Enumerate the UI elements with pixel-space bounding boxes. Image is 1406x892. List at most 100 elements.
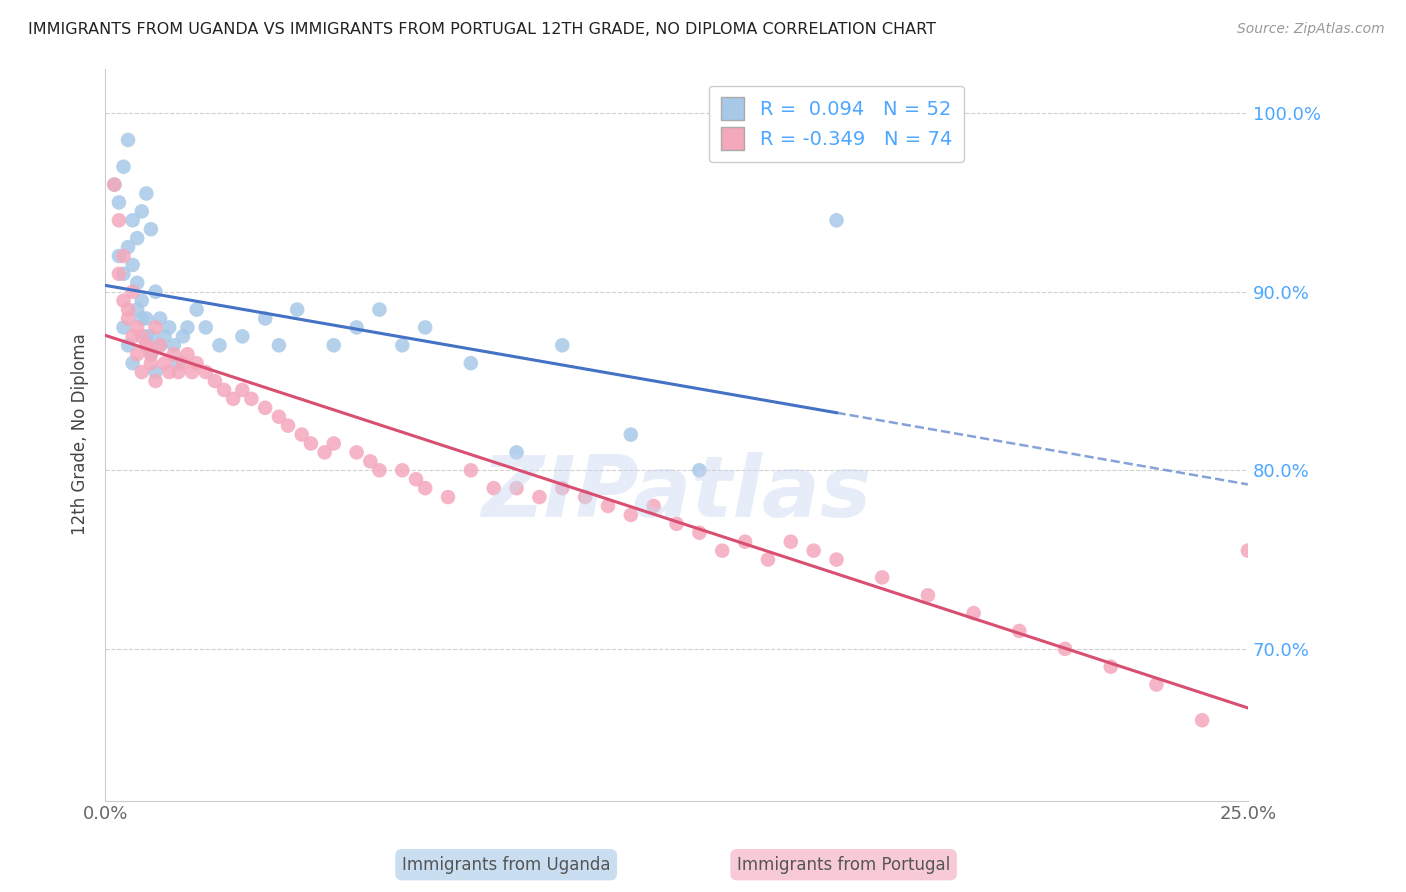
Point — [643, 499, 665, 513]
Point — [322, 436, 344, 450]
Point — [734, 534, 756, 549]
Point — [240, 392, 263, 406]
Text: ZIPatlas: ZIPatlas — [481, 451, 872, 534]
Point — [267, 338, 290, 352]
Point — [870, 570, 893, 584]
Point — [231, 329, 253, 343]
Point — [112, 249, 135, 263]
Point — [121, 213, 143, 227]
Point — [127, 276, 149, 290]
Point — [505, 481, 527, 495]
Point — [186, 356, 208, 370]
Point — [135, 311, 157, 326]
Point — [112, 267, 135, 281]
Point — [103, 178, 125, 192]
Point — [112, 293, 135, 308]
Point — [391, 338, 413, 352]
Point — [346, 445, 368, 459]
Point — [149, 311, 172, 326]
Point — [208, 338, 231, 352]
Point — [163, 347, 186, 361]
Point — [139, 222, 162, 236]
Point — [117, 240, 139, 254]
Point — [368, 463, 391, 477]
Point — [153, 356, 176, 370]
Point — [482, 481, 505, 495]
Point — [121, 285, 143, 299]
Point — [135, 186, 157, 201]
Point — [131, 204, 153, 219]
Point — [314, 445, 336, 459]
Point — [121, 329, 143, 343]
Point — [917, 588, 939, 602]
Point — [149, 338, 172, 352]
Point — [803, 543, 825, 558]
Point — [322, 338, 344, 352]
Point — [1191, 713, 1213, 727]
Point — [359, 454, 381, 468]
Point — [135, 329, 157, 343]
Point — [574, 490, 596, 504]
Point — [460, 356, 482, 370]
Legend: R =  0.094   N = 52, R = -0.349   N = 74: R = 0.094 N = 52, R = -0.349 N = 74 — [710, 86, 965, 161]
Point — [1099, 659, 1122, 673]
Point — [277, 418, 299, 433]
Point — [127, 302, 149, 317]
Point — [108, 195, 131, 210]
Point — [551, 338, 574, 352]
Point — [139, 329, 162, 343]
Point — [291, 427, 314, 442]
Point — [117, 311, 139, 326]
Point — [145, 374, 167, 388]
Point — [529, 490, 551, 504]
Point — [1053, 641, 1076, 656]
Point — [505, 445, 527, 459]
Point — [149, 338, 172, 352]
Point — [460, 463, 482, 477]
Point — [254, 401, 277, 415]
Point — [167, 356, 190, 370]
Point — [108, 249, 131, 263]
Point — [131, 329, 153, 343]
Point — [204, 374, 226, 388]
Point — [596, 499, 619, 513]
Point — [145, 285, 167, 299]
Point — [437, 490, 460, 504]
Point — [368, 302, 391, 317]
Point — [1144, 677, 1167, 691]
Point — [163, 338, 186, 352]
Point — [231, 383, 253, 397]
Point — [181, 365, 204, 379]
Point — [222, 392, 245, 406]
Point — [131, 311, 153, 326]
Point — [285, 302, 308, 317]
Point — [176, 320, 198, 334]
Point — [756, 552, 779, 566]
Text: Immigrants from Uganda: Immigrants from Uganda — [402, 855, 610, 873]
Point — [121, 258, 143, 272]
Point — [391, 463, 413, 477]
Point — [186, 302, 208, 317]
Point — [117, 302, 139, 317]
Point — [172, 356, 194, 370]
Point — [825, 213, 848, 227]
Text: Source: ZipAtlas.com: Source: ZipAtlas.com — [1237, 22, 1385, 37]
Point — [145, 365, 167, 379]
Point — [665, 516, 688, 531]
Point — [127, 320, 149, 334]
Point — [139, 356, 162, 370]
Point — [117, 133, 139, 147]
Point — [1237, 543, 1260, 558]
Point — [139, 347, 162, 361]
Point — [825, 552, 848, 566]
Point — [779, 534, 801, 549]
Text: Immigrants from Portugal: Immigrants from Portugal — [737, 855, 950, 873]
Point — [153, 329, 176, 343]
Point — [267, 409, 290, 424]
Point — [139, 347, 162, 361]
Point — [176, 347, 198, 361]
Point — [551, 481, 574, 495]
Text: IMMIGRANTS FROM UGANDA VS IMMIGRANTS FROM PORTUGAL 12TH GRADE, NO DIPLOMA CORREL: IMMIGRANTS FROM UGANDA VS IMMIGRANTS FRO… — [28, 22, 936, 37]
Point — [299, 436, 322, 450]
Point — [131, 293, 153, 308]
